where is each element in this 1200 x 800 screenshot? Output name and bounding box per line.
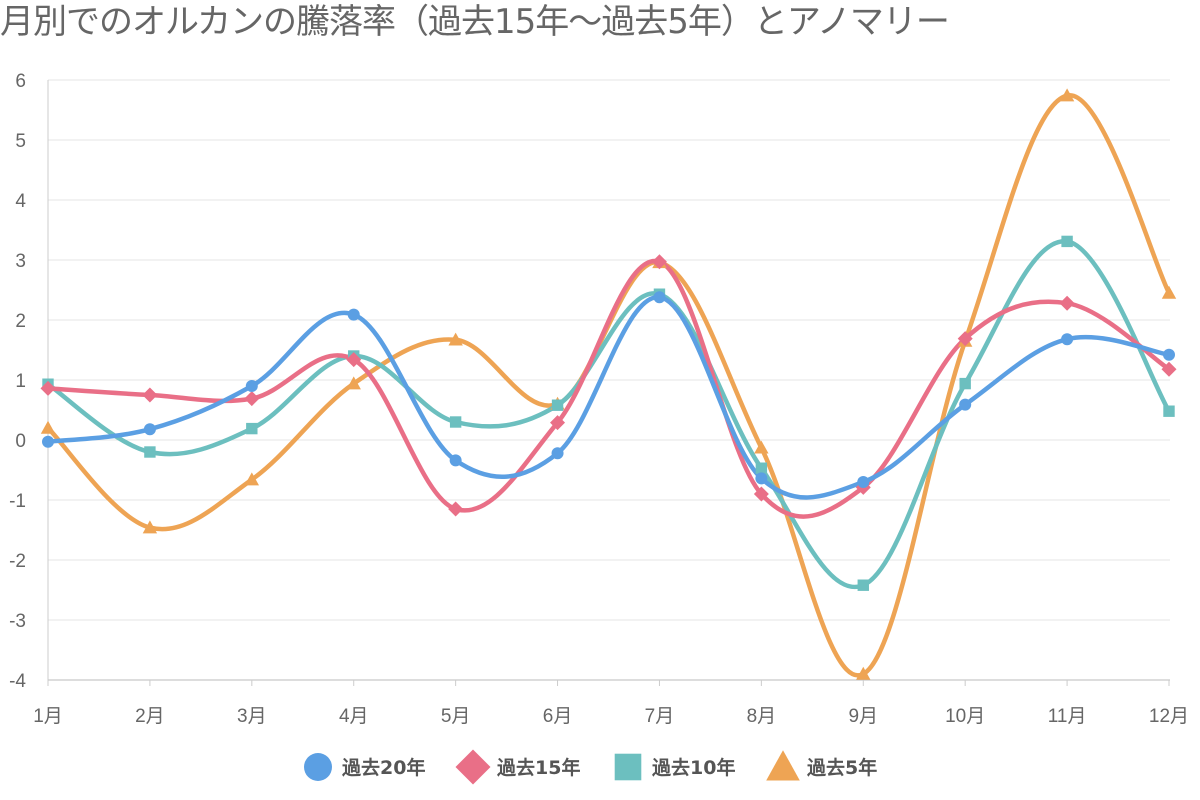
legend[interactable]: 過去20年 過去15年 過去10年 過去5年: [304, 749, 877, 785]
x-tick-label: 4月: [339, 706, 369, 727]
data-point: [755, 462, 768, 474]
y-tick-label: -3: [9, 611, 26, 632]
x-tick-label: 9月: [848, 706, 878, 727]
data-point: [42, 435, 54, 448]
legend-label: 過去10年: [652, 756, 735, 779]
data-point: [1163, 405, 1175, 417]
data-point: [246, 422, 258, 435]
legend-marker-icon: [455, 749, 491, 785]
y-tick-label: 2: [15, 311, 26, 332]
data-point: [755, 472, 768, 485]
legend-marker-icon: [766, 750, 800, 781]
series-lines: [45, 93, 1172, 678]
data-point: [346, 376, 361, 390]
data-point: [857, 476, 870, 488]
data-point: [551, 399, 564, 411]
x-tick-label: 2月: [135, 706, 165, 727]
data-point: [40, 420, 56, 434]
grid-lines: [48, 79, 1170, 681]
legend-marker-icon: [304, 753, 332, 781]
data-point: [754, 440, 769, 454]
legend-label: 過去15年: [497, 756, 580, 779]
legend-label: 過去20年: [342, 756, 425, 779]
legend-label: 過去5年: [807, 756, 877, 779]
data-point: [449, 454, 462, 467]
data-point: [653, 291, 666, 304]
series-line: [45, 93, 1172, 678]
series-line: [45, 258, 1172, 519]
y-tick-label: -1: [9, 491, 26, 512]
y-tick-label: 4: [15, 191, 26, 212]
data-point: [144, 446, 156, 458]
data-point: [244, 472, 260, 486]
x-tick-label: 7月: [645, 706, 675, 727]
legend-item[interactable]: 過去15年: [455, 749, 581, 785]
data-point: [1061, 333, 1074, 346]
legend-item[interactable]: 過去20年: [304, 753, 425, 781]
y-tick-label: 0: [15, 431, 26, 452]
chart-title: 月別でのオルカンの騰落率（過去15年〜過去5年）とアノマリー: [0, 2, 950, 42]
data-point: [550, 415, 566, 431]
series-line: [45, 239, 1172, 590]
y-tick-label: -4: [9, 671, 26, 692]
x-tick-label: 5月: [441, 706, 471, 727]
data-point: [142, 387, 158, 403]
series-markers: [40, 88, 1177, 680]
y-tick-label: 6: [15, 71, 26, 92]
legend-marker-icon: [614, 753, 642, 781]
legend-item[interactable]: 過去10年: [614, 753, 736, 781]
data-point: [448, 332, 463, 346]
x-tick-label: 8月: [747, 706, 777, 727]
data-point: [959, 398, 972, 411]
data-point: [245, 380, 258, 392]
data-point: [856, 666, 871, 680]
data-point: [449, 416, 462, 428]
x-tick-label: 6月: [543, 706, 573, 727]
data-point: [40, 380, 56, 396]
data-point: [857, 579, 869, 591]
y-tick-label: 5: [15, 131, 26, 152]
data-point: [244, 391, 260, 407]
data-point: [1059, 295, 1075, 311]
data-point: [1163, 348, 1175, 361]
data-point: [753, 486, 769, 502]
data-point: [448, 501, 464, 517]
legend-item[interactable]: 過去5年: [766, 750, 877, 781]
y-tick-label: 1: [15, 371, 26, 392]
data-point: [1061, 235, 1073, 248]
data-point: [1161, 285, 1177, 299]
x-tick-label: 1月: [33, 706, 63, 727]
x-tick-label: 3月: [237, 706, 267, 727]
data-point: [143, 423, 156, 436]
data-point: [551, 447, 564, 460]
data-point: [346, 352, 362, 368]
data-point: [957, 331, 973, 347]
data-point: [651, 254, 667, 270]
data-point: [1161, 361, 1177, 377]
data-point: [959, 377, 971, 390]
x-tick-label: 11月: [1048, 706, 1087, 727]
axes: 6 5 4 3 2 1 0 -1 -2 -3 -4 1月 2月 3月 4月 5月 6月 7月 8月 9月 10月 11月 1…: [9, 71, 1189, 727]
data-point: [142, 520, 158, 534]
y-tick-label: -2: [9, 551, 26, 572]
data-point: [1059, 88, 1075, 102]
data-point: [347, 308, 360, 321]
x-tick-label: 12月: [1149, 706, 1189, 727]
x-tick-label: 10月: [945, 706, 985, 727]
y-tick-label: 3: [15, 251, 26, 272]
